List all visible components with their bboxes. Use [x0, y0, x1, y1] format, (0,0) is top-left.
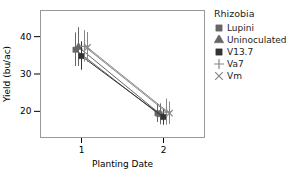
svg-text:1: 1 — [79, 145, 85, 155]
html-text:Lupini: Lupini — [227, 23, 254, 33]
html-text:Rhizobia: Rhizobia — [214, 8, 255, 19]
svg-text:Planting Date: Planting Date — [92, 159, 153, 169]
svg-text:40: 40 — [20, 32, 32, 42]
html-text:Vm: Vm — [227, 71, 242, 81]
svg-text:20: 20 — [20, 106, 32, 116]
html-text:Uninoculated: Uninoculated — [227, 35, 287, 45]
svg-text:2: 2 — [161, 145, 167, 155]
svg-text:Yield (bu/ac): Yield (bu/ac) — [2, 46, 12, 103]
svg-text:30: 30 — [20, 69, 32, 79]
html-text:V13.7: V13.7 — [227, 47, 254, 57]
html-text:Va7: Va7 — [227, 59, 244, 69]
